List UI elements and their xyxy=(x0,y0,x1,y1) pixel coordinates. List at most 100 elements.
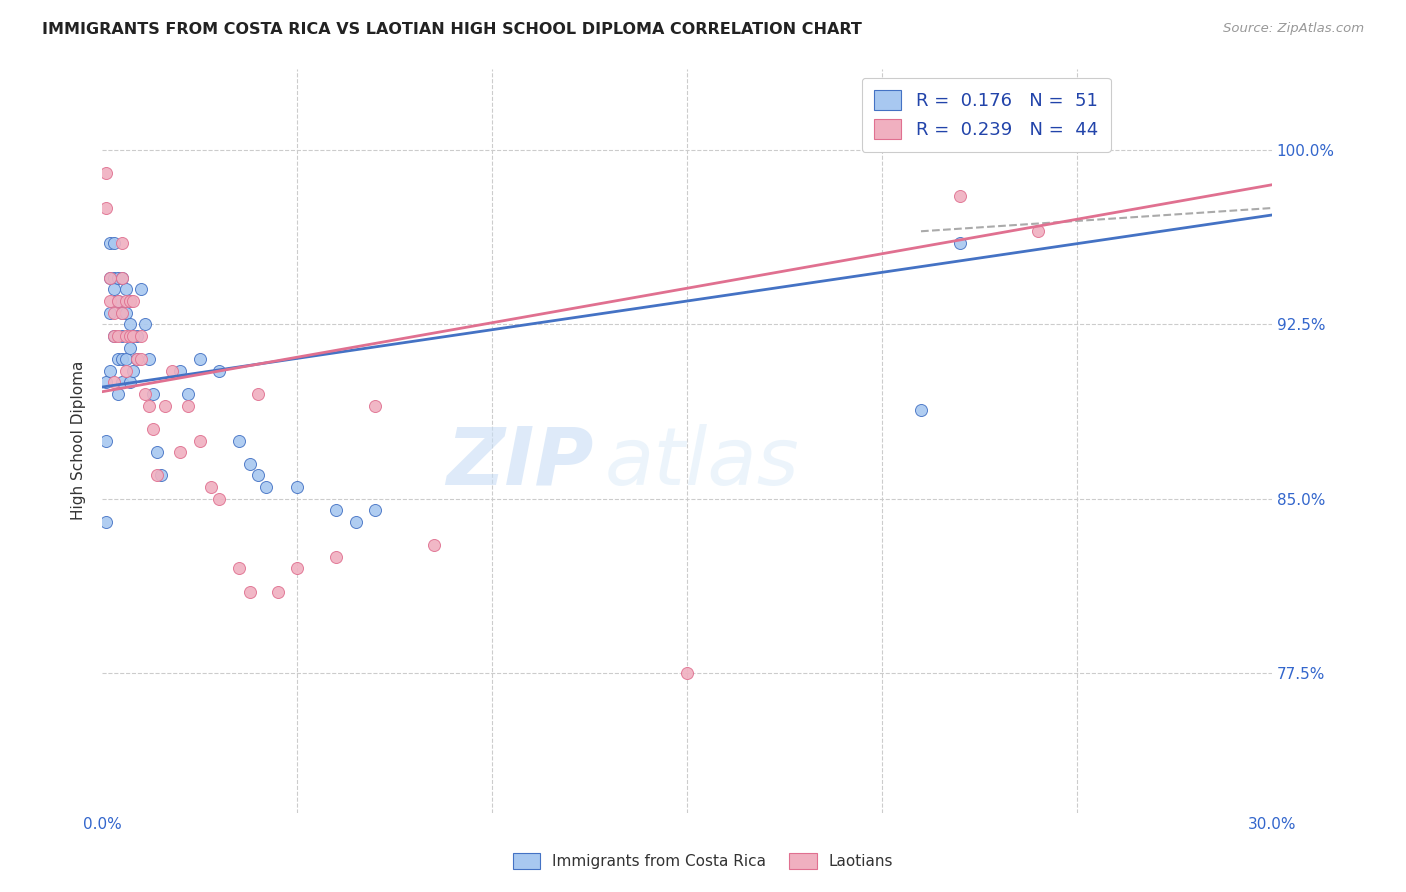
Point xyxy=(146,468,169,483)
Point xyxy=(177,387,200,401)
Point xyxy=(1026,224,1049,238)
Point xyxy=(127,352,149,367)
Point xyxy=(138,399,160,413)
Point xyxy=(98,235,121,250)
Point xyxy=(94,434,117,448)
Point xyxy=(254,480,277,494)
Point xyxy=(162,364,184,378)
Point xyxy=(107,352,129,367)
Point xyxy=(114,293,136,308)
Point xyxy=(103,235,125,250)
Point xyxy=(122,329,145,343)
Point xyxy=(107,293,129,308)
Point xyxy=(98,293,121,308)
Point xyxy=(129,329,152,343)
Point xyxy=(103,282,125,296)
Point xyxy=(344,515,367,529)
Point xyxy=(107,329,129,343)
Point xyxy=(98,364,121,378)
Text: IMMIGRANTS FROM COSTA RICA VS LAOTIAN HIGH SCHOOL DIPLOMA CORRELATION CHART: IMMIGRANTS FROM COSTA RICA VS LAOTIAN HI… xyxy=(42,22,862,37)
Point xyxy=(285,480,308,494)
Point xyxy=(169,445,191,459)
Point xyxy=(98,270,121,285)
Point xyxy=(208,491,231,506)
Point xyxy=(949,189,972,203)
Point xyxy=(910,403,932,417)
Point xyxy=(188,434,211,448)
Point xyxy=(118,293,141,308)
Point xyxy=(118,329,141,343)
Point xyxy=(107,270,129,285)
Point xyxy=(111,306,134,320)
Point xyxy=(142,422,165,436)
Point xyxy=(103,329,125,343)
Point xyxy=(122,293,145,308)
Point xyxy=(107,387,129,401)
Point xyxy=(153,399,176,413)
Point xyxy=(228,561,250,575)
Text: ZIP: ZIP xyxy=(446,424,593,502)
Legend: R =  0.176   N =  51, R =  0.239   N =  44: R = 0.176 N = 51, R = 0.239 N = 44 xyxy=(862,78,1111,152)
Point xyxy=(149,468,172,483)
Point xyxy=(118,376,141,390)
Point xyxy=(114,329,136,343)
Point xyxy=(118,318,141,332)
Point xyxy=(188,352,211,367)
Point xyxy=(285,561,308,575)
Point xyxy=(122,364,145,378)
Point xyxy=(111,235,134,250)
Point xyxy=(142,387,165,401)
Point xyxy=(94,515,117,529)
Point xyxy=(325,503,347,517)
Point xyxy=(127,329,149,343)
Legend: Immigrants from Costa Rica, Laotians: Immigrants from Costa Rica, Laotians xyxy=(506,847,900,875)
Point xyxy=(208,364,231,378)
Point xyxy=(114,282,136,296)
Point xyxy=(239,584,262,599)
Point xyxy=(266,584,288,599)
Point xyxy=(134,387,156,401)
Point xyxy=(129,282,152,296)
Point xyxy=(103,329,125,343)
Text: atlas: atlas xyxy=(605,424,800,502)
Point xyxy=(94,376,117,390)
Point xyxy=(111,306,134,320)
Point xyxy=(103,270,125,285)
Text: Source: ZipAtlas.com: Source: ZipAtlas.com xyxy=(1223,22,1364,36)
Point xyxy=(98,306,121,320)
Point xyxy=(676,666,699,681)
Point xyxy=(422,538,444,552)
Point xyxy=(146,445,169,459)
Point xyxy=(129,352,152,367)
Point xyxy=(98,270,121,285)
Point xyxy=(127,352,149,367)
Point xyxy=(228,434,250,448)
Point xyxy=(364,399,387,413)
Point xyxy=(169,364,191,378)
Point xyxy=(200,480,222,494)
Point xyxy=(118,293,141,308)
Point xyxy=(111,329,134,343)
Point xyxy=(114,306,136,320)
Point xyxy=(114,364,136,378)
Point xyxy=(364,503,387,517)
Point xyxy=(103,306,125,320)
Point xyxy=(111,270,134,285)
Y-axis label: High School Diploma: High School Diploma xyxy=(72,361,86,520)
Point xyxy=(111,376,134,390)
Point xyxy=(111,270,134,285)
Point xyxy=(247,387,270,401)
Point xyxy=(118,341,141,355)
Point xyxy=(107,293,129,308)
Point xyxy=(239,457,262,471)
Point xyxy=(103,376,125,390)
Point xyxy=(111,352,134,367)
Point xyxy=(114,352,136,367)
Point xyxy=(138,352,160,367)
Point xyxy=(122,329,145,343)
Point xyxy=(134,318,156,332)
Point xyxy=(94,166,117,180)
Point xyxy=(247,468,270,483)
Point xyxy=(177,399,200,413)
Point xyxy=(94,201,117,215)
